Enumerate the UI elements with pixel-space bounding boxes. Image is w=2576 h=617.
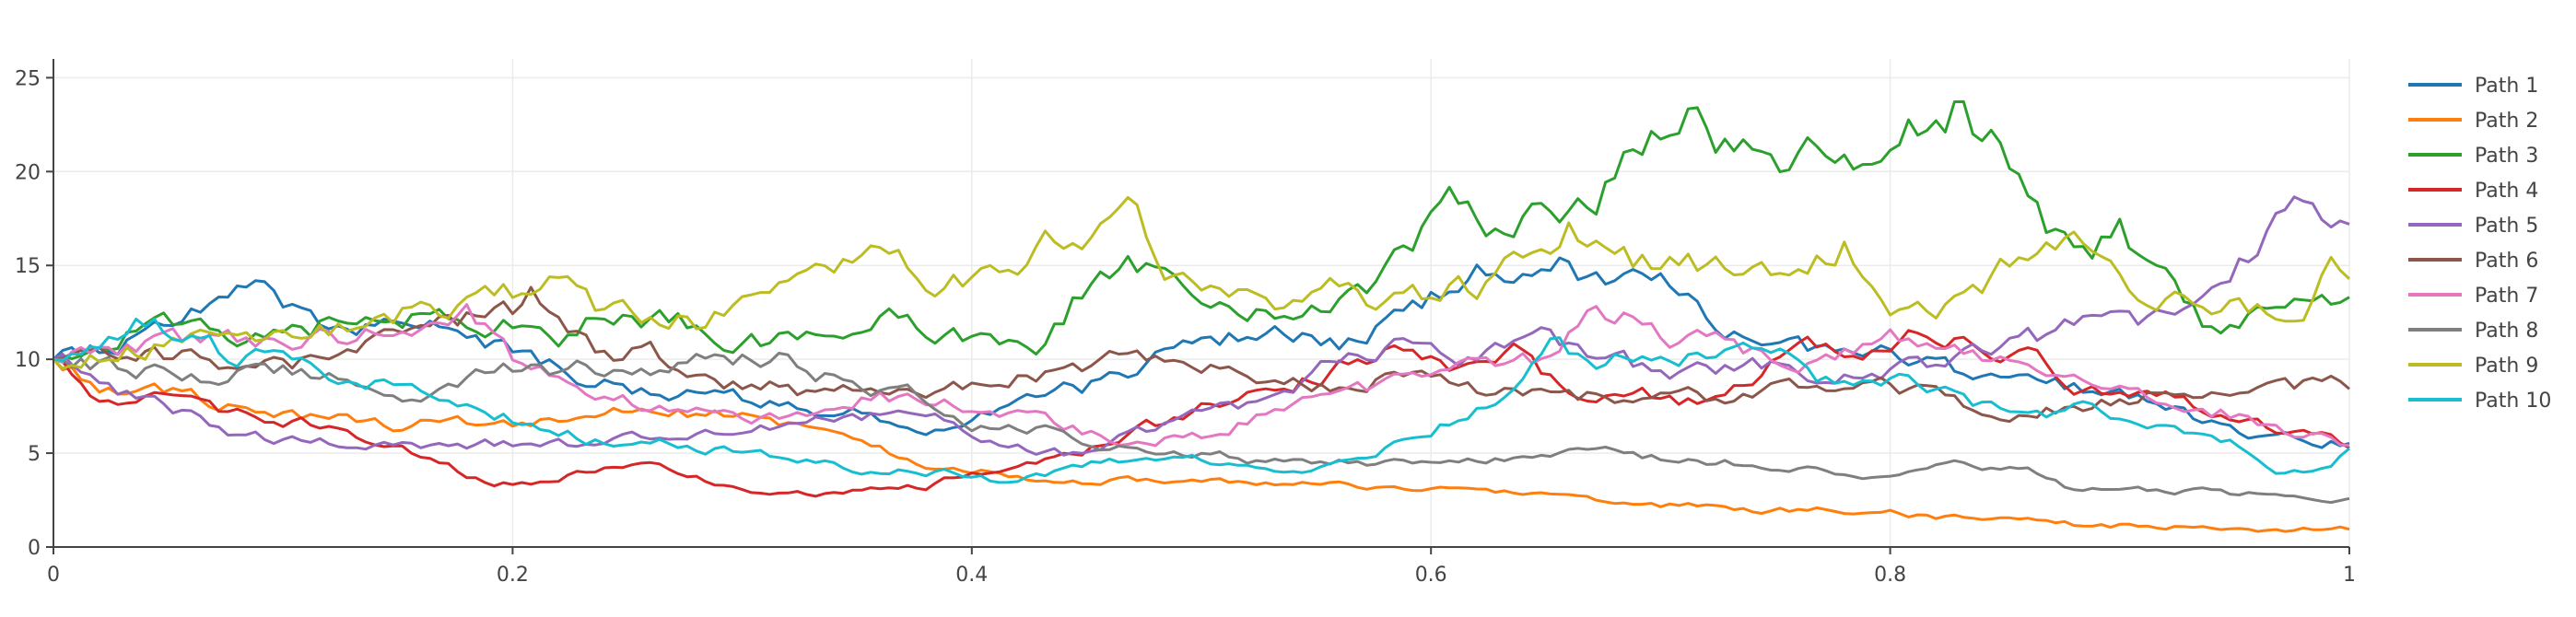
series-line-10[interactable] bbox=[53, 317, 2350, 484]
legend-item-5[interactable]: Path 5 bbox=[2408, 215, 2538, 238]
series-line-2[interactable] bbox=[52, 358, 2350, 533]
legend-item-2[interactable]: Path 2 bbox=[2408, 110, 2538, 133]
legend-label: Path 1 bbox=[2475, 75, 2538, 98]
series-line-4[interactable] bbox=[53, 329, 2350, 498]
series-line-9[interactable] bbox=[52, 195, 2351, 370]
series-line-5[interactable] bbox=[53, 195, 2350, 457]
series-line-8[interactable] bbox=[53, 352, 2350, 505]
legend-label: Path 7 bbox=[2475, 285, 2538, 308]
legend-item-6[interactable]: Path 6 bbox=[2408, 250, 2538, 273]
series-lines bbox=[52, 99, 2351, 533]
x-tick-label: 0.4 bbox=[955, 564, 988, 587]
legend-item-8[interactable]: Path 8 bbox=[2408, 320, 2538, 343]
y-tick-label: 15 bbox=[15, 255, 41, 278]
legend-item-10[interactable]: Path 10 bbox=[2408, 390, 2551, 413]
series-line-3[interactable] bbox=[53, 99, 2350, 361]
legend-label: Path 10 bbox=[2475, 390, 2551, 413]
legend[interactable]: Path 1 Path 2 Path 3 Path 4 Path 5 Path 6 Path… bbox=[2408, 75, 2551, 413]
legend-label: Path 4 bbox=[2475, 180, 2538, 203]
y-tick-label: 25 bbox=[15, 67, 41, 90]
x-tick-label: 0.2 bbox=[497, 564, 529, 587]
legend-label: Path 6 bbox=[2475, 250, 2538, 273]
legend-item-9[interactable]: Path 9 bbox=[2408, 355, 2538, 378]
y-tick-label: 5 bbox=[28, 443, 41, 466]
legend-label: Path 5 bbox=[2475, 215, 2538, 238]
legend-item-7[interactable]: Path 7 bbox=[2408, 285, 2538, 308]
series-line-1[interactable] bbox=[52, 256, 2350, 449]
legend-label: Path 3 bbox=[2475, 145, 2538, 168]
y-tick-label: 20 bbox=[15, 161, 41, 184]
y-tick-label: 10 bbox=[15, 349, 41, 372]
x-tick-label: 1 bbox=[2343, 564, 2356, 587]
legend-item-4[interactable]: Path 4 bbox=[2408, 180, 2538, 203]
y-tick-label: 0 bbox=[28, 537, 41, 560]
legend-label: Path 2 bbox=[2475, 110, 2538, 133]
legend-item-1[interactable]: Path 1 bbox=[2408, 75, 2538, 98]
legend-label: Path 8 bbox=[2475, 320, 2538, 343]
x-tick-label: 0.6 bbox=[1415, 564, 1447, 587]
legend-item-3[interactable]: Path 3 bbox=[2408, 145, 2538, 168]
legend-label: Path 9 bbox=[2475, 355, 2538, 378]
series-line-6[interactable] bbox=[53, 285, 2350, 424]
x-tick-label: 0 bbox=[47, 564, 60, 587]
x-tick-label: 0.8 bbox=[1874, 564, 1906, 587]
series-line-7[interactable] bbox=[53, 303, 2350, 448]
